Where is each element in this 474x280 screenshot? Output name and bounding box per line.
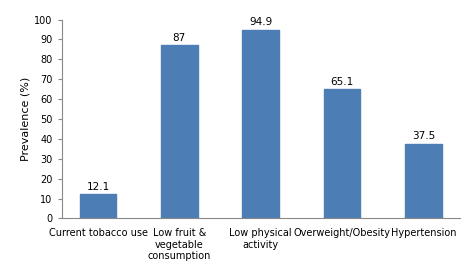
Y-axis label: Prevalence (%): Prevalence (%): [20, 77, 30, 161]
Text: 65.1: 65.1: [330, 77, 354, 87]
Text: 87: 87: [173, 33, 186, 43]
Bar: [242, 30, 279, 218]
Bar: [324, 89, 360, 218]
Bar: [80, 194, 116, 218]
Bar: [161, 45, 198, 218]
Text: 12.1: 12.1: [86, 182, 109, 192]
Bar: [405, 144, 442, 218]
Text: 94.9: 94.9: [249, 17, 273, 27]
Text: 37.5: 37.5: [412, 132, 435, 141]
